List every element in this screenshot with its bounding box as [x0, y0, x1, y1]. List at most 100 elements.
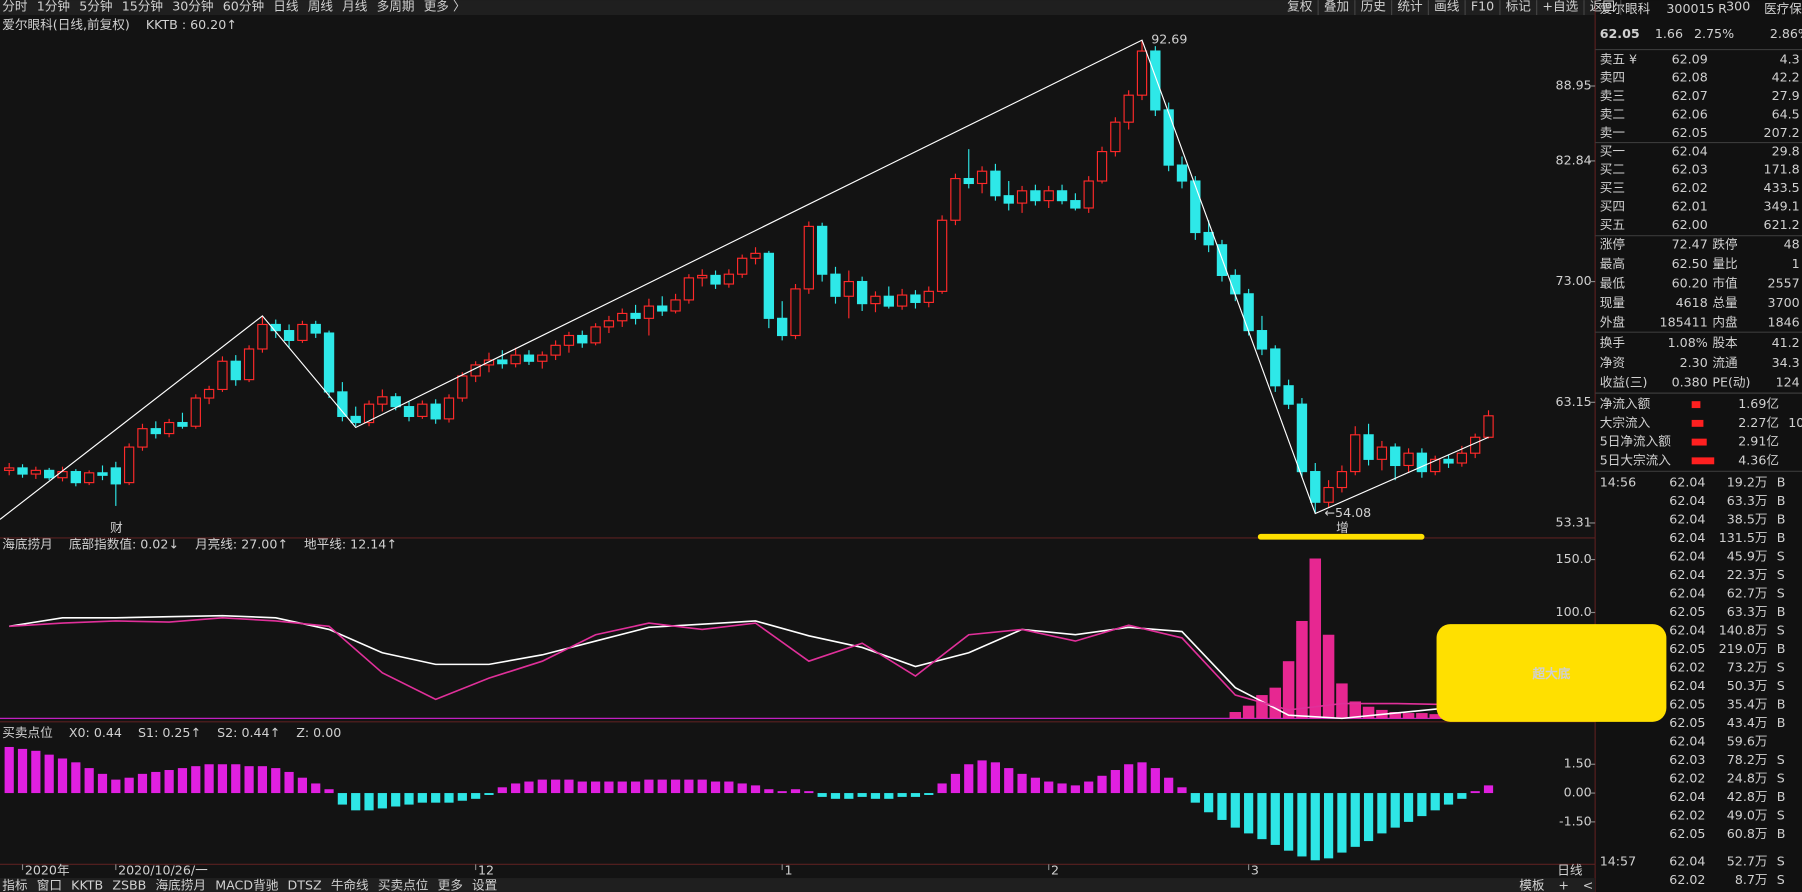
side-panel-bg [1595, 0, 1802, 892]
indicator-tab[interactable]: 指标 [2, 878, 28, 892]
candle-body [603, 320, 615, 328]
signal-bar [244, 766, 254, 794]
histogram-bar [1242, 705, 1255, 719]
candle-body [643, 305, 655, 319]
signal-bar [1403, 793, 1414, 822]
signal-bar [1377, 793, 1387, 834]
signal-bar [724, 781, 734, 794]
indicator-tab[interactable]: KKTB [71, 878, 103, 892]
candle-body [1403, 452, 1414, 467]
period-tab[interactable]: 60分钟 [223, 0, 264, 13]
signal-bar [1137, 762, 1147, 794]
tool-button[interactable]: 复权 [1287, 0, 1313, 13]
tool-button[interactable]: F10 [1471, 0, 1494, 13]
book-price: 62.01 [1672, 198, 1708, 213]
tab-bar-bg [0, 878, 1596, 892]
period-tab[interactable]: 多周期 [377, 0, 415, 13]
candle-body [1416, 452, 1428, 473]
stat-label: 换手 [1600, 335, 1626, 350]
trade-volume: 63.3万 [1727, 493, 1768, 508]
zigzag-line [0, 39, 1489, 520]
period-label: 日线 [1557, 863, 1583, 878]
indicator-tab[interactable]: 买卖点位 [378, 878, 429, 892]
signal-bar [1390, 793, 1400, 828]
candle-body [790, 288, 801, 337]
candle-body [1456, 452, 1468, 464]
trade-flag: S [1777, 854, 1785, 869]
book-volume: 29.8 [1772, 143, 1800, 158]
board: 300 [1726, 0, 1750, 13]
flow-bar [1691, 419, 1704, 427]
period-tab[interactable]: 周线 [308, 0, 334, 13]
trade-price: 62.04 [1669, 548, 1705, 563]
trade-flag: B [1777, 696, 1786, 711]
book-label: 卖三 [1600, 88, 1625, 103]
flow-bar [1691, 457, 1715, 465]
period-tab[interactable]: 日线 [273, 0, 299, 13]
period-tab[interactable]: 月线 [342, 0, 368, 13]
stat-value: 0.380 [1672, 374, 1708, 389]
candle-body [1176, 164, 1188, 182]
indicator-tab[interactable]: 海底捞月 [156, 878, 207, 892]
indicator-line [9, 616, 1489, 711]
book-price: 62.08 [1672, 70, 1708, 85]
candle-body [163, 421, 175, 435]
tool-button[interactable]: 历史 [1361, 0, 1387, 13]
tab-control[interactable]: + [1558, 878, 1569, 892]
candle-body [1043, 190, 1054, 202]
trade-price: 62.05 [1669, 696, 1705, 711]
candle-body [830, 273, 841, 297]
tool-button[interactable]: 标记 [1506, 0, 1532, 13]
indicator-tab[interactable]: MACD背驰 [215, 878, 278, 892]
y-tick-label: 88.95 [1556, 77, 1592, 92]
trade-flag: S [1777, 807, 1785, 822]
stat-label: 收益(三) [1600, 374, 1648, 389]
period-tab[interactable]: 分时 [2, 0, 28, 13]
signal-bar [1164, 777, 1174, 794]
histogram-bar [1229, 712, 1242, 719]
period-tab[interactable]: 更多 〉 [424, 0, 466, 13]
tab-control[interactable]: < [1583, 878, 1594, 892]
candle-body [350, 415, 361, 424]
signal-bar [737, 783, 747, 794]
signal-bar [1030, 777, 1040, 794]
signal-bar [1457, 793, 1467, 799]
flow-value: 2.27亿 [1738, 415, 1779, 430]
period-tab[interactable]: 30分钟 [172, 0, 213, 13]
tool-button[interactable]: +自选 [1542, 0, 1578, 13]
stat-value: 124 [1776, 374, 1800, 389]
candle-body [963, 177, 974, 185]
period-tab[interactable]: 5分钟 [79, 0, 112, 13]
signal-bar [764, 789, 774, 794]
candle-body [723, 273, 735, 285]
stat-label: 市值 [1712, 275, 1738, 290]
signal-bar [377, 793, 387, 809]
candle-body [577, 334, 588, 344]
indicator-tab[interactable]: 窗口 [37, 878, 62, 892]
tab-control[interactable]: 模板 [1519, 878, 1545, 892]
stat-label: 总量 [1712, 295, 1738, 310]
indicator-tab[interactable]: ZSBB [112, 878, 146, 892]
signal-bar [471, 793, 481, 799]
indicator-tab[interactable]: 设置 [472, 878, 497, 892]
tool-button[interactable]: 画线 [1434, 0, 1460, 13]
book-label: 买二 [1600, 162, 1625, 177]
candle-body [1470, 436, 1481, 454]
period-tab[interactable]: 15分钟 [122, 0, 163, 13]
signal-bar [790, 789, 801, 794]
histogram-bar [1349, 701, 1361, 719]
indicator-tab[interactable]: DTSZ [288, 878, 322, 892]
signal-bar [351, 793, 361, 811]
indicator-label: Z: 0.00 [296, 725, 341, 740]
candle-body [243, 348, 255, 381]
signal-bar [857, 793, 867, 797]
indicator-tab[interactable]: 更多 [438, 878, 463, 892]
period-tab[interactable]: 1分钟 [37, 0, 70, 13]
tool-button[interactable]: 统计 [1397, 0, 1423, 13]
signal-bar [1057, 783, 1067, 794]
tool-button[interactable]: 返回 [1590, 0, 1615, 13]
candle-body [1483, 415, 1494, 438]
signal-bar [337, 793, 347, 805]
indicator-tab[interactable]: 牛命线 [331, 878, 369, 892]
tool-button[interactable]: 叠加 [1324, 0, 1349, 13]
